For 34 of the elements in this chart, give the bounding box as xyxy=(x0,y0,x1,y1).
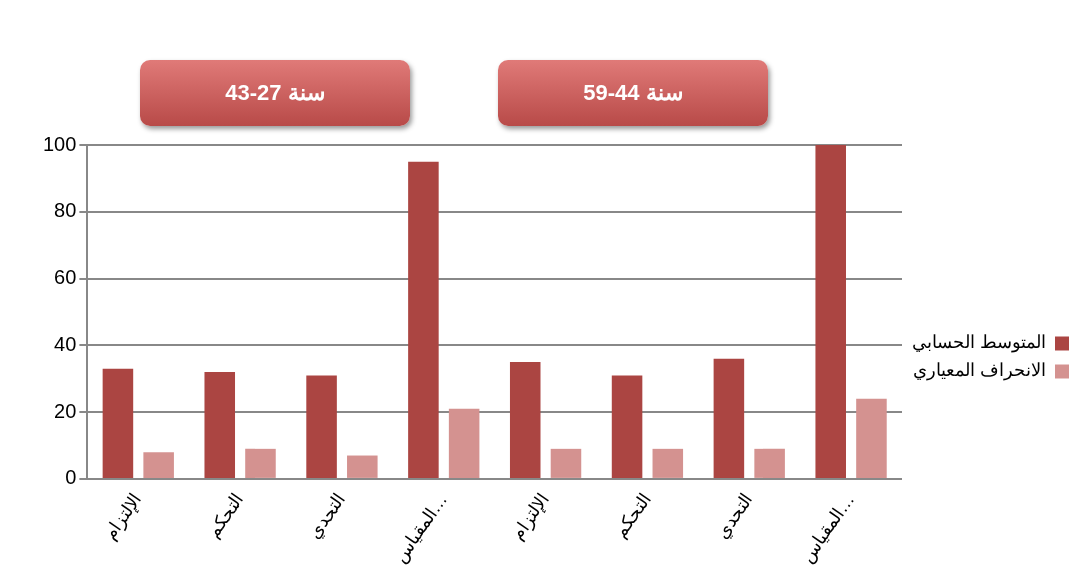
x-tick-label: التحكم xyxy=(610,489,656,542)
legend-label: الانحراف المعياري xyxy=(912,360,1046,382)
bar xyxy=(815,145,846,478)
bar xyxy=(245,448,276,478)
bar xyxy=(347,455,378,478)
bar xyxy=(550,448,582,478)
y-tick-label: 0 xyxy=(65,466,77,489)
x-tick-label: الإلتزام xyxy=(507,489,554,544)
bar xyxy=(856,398,887,478)
bar xyxy=(754,448,785,478)
text: سنة 44-59 xyxy=(498,60,768,126)
x-tick-label: المقياس… xyxy=(796,489,860,567)
y-tick-label: 20 xyxy=(54,399,77,422)
bar xyxy=(204,372,236,478)
bar xyxy=(652,448,684,478)
x-tick-label: التحكم xyxy=(202,489,249,542)
x-tick-label: المقياس… xyxy=(389,489,452,567)
bar xyxy=(102,368,134,478)
bar xyxy=(509,362,541,478)
bar xyxy=(611,375,643,478)
x-tick-label: الإلتزام xyxy=(99,489,147,544)
bar xyxy=(713,358,745,478)
y-tick-label: 60 xyxy=(54,266,77,289)
x-tick-label: التحدي xyxy=(304,489,350,543)
y-tick-label: 80 xyxy=(54,199,77,222)
text: سنة 27-43 xyxy=(140,60,410,126)
y-tick-label: 40 xyxy=(54,332,77,355)
bar xyxy=(143,452,174,478)
legend-label: المتوسط الحسابي xyxy=(911,332,1046,354)
bar xyxy=(306,375,337,478)
bar xyxy=(408,161,439,478)
y-tick-label: 100 xyxy=(42,132,77,155)
x-tick-label: التحدي xyxy=(711,489,757,543)
bar xyxy=(448,408,480,478)
